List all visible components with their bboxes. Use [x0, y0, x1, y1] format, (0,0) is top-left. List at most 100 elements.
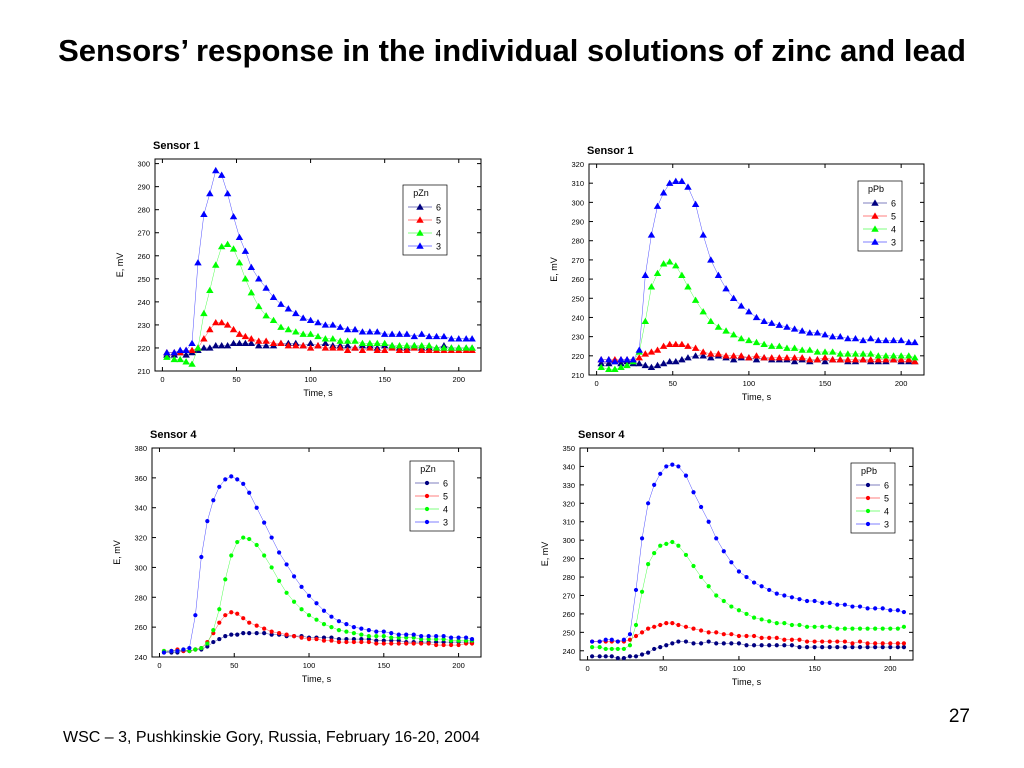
- data-point: [804, 644, 810, 650]
- data-point: [241, 616, 246, 621]
- data-point: [857, 639, 863, 644]
- data-point: [813, 348, 822, 355]
- data-point: [247, 339, 256, 347]
- data-point: [714, 536, 719, 541]
- data-point: [736, 641, 742, 646]
- data-point: [359, 632, 364, 637]
- data-point: [176, 355, 184, 363]
- legend-title: pPb: [868, 184, 884, 194]
- data-point: [380, 346, 389, 353]
- y-tick-label: 320: [134, 534, 147, 543]
- data-point: [188, 339, 196, 347]
- data-point: [820, 600, 825, 605]
- data-point: [901, 624, 907, 629]
- data-point: [410, 332, 419, 340]
- data-point: [463, 635, 469, 640]
- data-point: [707, 350, 715, 357]
- data-point: [865, 644, 870, 650]
- data-point: [351, 636, 356, 642]
- data-point: [448, 635, 454, 640]
- data-point: [329, 614, 334, 619]
- data-point: [434, 634, 439, 639]
- data-point: [639, 589, 645, 594]
- data-point: [277, 578, 282, 583]
- data-point: [751, 633, 757, 639]
- data-point: [678, 356, 686, 363]
- x-tick-label: 100: [743, 379, 756, 388]
- data-point: [683, 639, 689, 644]
- data-point: [678, 271, 686, 278]
- data-point: [247, 620, 252, 625]
- data-point: [291, 574, 297, 579]
- data-point: [652, 482, 657, 487]
- data-point: [664, 643, 669, 648]
- y-tick-label: 320: [562, 499, 575, 508]
- data-point: [336, 323, 344, 330]
- data-point: [873, 606, 878, 611]
- data-point: [842, 639, 847, 644]
- data-point: [262, 631, 267, 636]
- data-point: [821, 357, 829, 365]
- data-point: [835, 602, 840, 607]
- data-point: [223, 577, 228, 582]
- y-tick-label: 240: [137, 298, 150, 307]
- data-point: [729, 641, 734, 646]
- data-point: [683, 552, 689, 558]
- data-point: [797, 597, 802, 602]
- y-tick-label: 270: [571, 256, 584, 265]
- data-point: [344, 636, 349, 642]
- data-point: [269, 535, 274, 540]
- data-point: [768, 319, 776, 326]
- data-point: [647, 363, 656, 371]
- legend-marker: [871, 199, 879, 206]
- data-point: [691, 626, 696, 631]
- data-point: [706, 639, 711, 644]
- y-tick-label: 230: [137, 321, 150, 330]
- data-point: [380, 330, 389, 337]
- data-point: [389, 638, 394, 643]
- legend-marker: [424, 506, 430, 512]
- data-point: [646, 562, 651, 567]
- data-point: [284, 342, 293, 349]
- data-point: [665, 357, 674, 365]
- data-point: [241, 339, 250, 347]
- data-point: [235, 611, 240, 616]
- data-point: [707, 354, 715, 361]
- data-point: [678, 177, 686, 184]
- x-tick-label: 100: [304, 375, 317, 384]
- series-4: [590, 539, 907, 652]
- data-point: [827, 624, 832, 629]
- x-tick-label: 150: [378, 375, 391, 384]
- data-point: [314, 319, 322, 326]
- data-point: [396, 638, 401, 643]
- data-point: [647, 231, 656, 238]
- y-tick-label: 280: [137, 206, 150, 215]
- data-point: [670, 641, 675, 646]
- data-point: [426, 641, 431, 646]
- data-point: [468, 344, 476, 351]
- data-point: [314, 342, 322, 349]
- data-point: [729, 632, 734, 637]
- data-point: [603, 646, 608, 652]
- data-point: [873, 626, 878, 631]
- series-line: [164, 611, 472, 652]
- data-point: [374, 638, 379, 643]
- data-point: [269, 339, 278, 347]
- data-point: [469, 641, 475, 646]
- data-point: [812, 624, 817, 629]
- data-point: [396, 632, 401, 637]
- y-tick-label: 340: [562, 462, 575, 471]
- data-point: [284, 305, 293, 312]
- data-point: [672, 262, 680, 269]
- data-point: [299, 342, 307, 349]
- data-point: [314, 617, 319, 622]
- y-tick-label: 240: [562, 647, 575, 656]
- data-point: [262, 337, 270, 344]
- data-point: [418, 346, 426, 353]
- data-point: [880, 626, 885, 631]
- x-tick-label: 200: [453, 375, 466, 384]
- y-tick-label: 280: [571, 237, 584, 246]
- data-point: [658, 543, 663, 548]
- data-point: [241, 535, 246, 540]
- data-point: [380, 339, 389, 347]
